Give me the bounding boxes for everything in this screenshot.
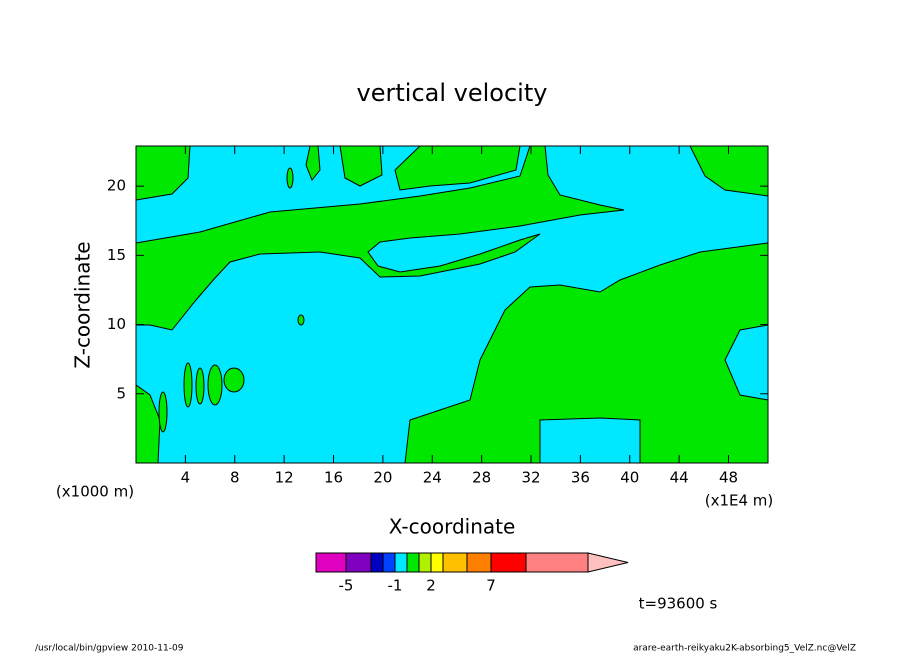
y-tick-label: 10: [107, 315, 126, 333]
time-label: t=93600 s: [639, 595, 718, 613]
colorbar-box: [315, 552, 347, 573]
contour-region: [223, 367, 245, 393]
colorbar-tick-label: -5: [339, 577, 354, 595]
x-tick-label: 28: [472, 469, 491, 487]
colorbar-tick-label: -1: [388, 577, 403, 595]
contour-region: [286, 167, 294, 189]
colorbar-box: [525, 552, 589, 573]
contour-field: [135, 145, 769, 464]
x-tick-label: 8: [230, 469, 240, 487]
colorbar-box: [466, 552, 492, 573]
region-high: [135, 145, 769, 464]
x-tick-label: 48: [719, 469, 738, 487]
contour-region: [183, 362, 193, 408]
contour-region: [158, 391, 168, 433]
x-tick-label: 16: [324, 469, 343, 487]
colorbar-box: [442, 552, 468, 573]
contour-region: [404, 242, 769, 464]
x-tick-label: 36: [571, 469, 590, 487]
x-tick-label: 4: [181, 469, 191, 487]
x-tick-label: 24: [423, 469, 442, 487]
colorbar-arrow: [587, 552, 629, 573]
contour-region: [135, 145, 625, 331]
colorbar-box: [430, 552, 444, 573]
contour-region: [394, 145, 521, 191]
contour-region: [207, 364, 223, 406]
colorbar-box: [418, 552, 432, 573]
x-tick-label: 44: [670, 469, 689, 487]
colorbar-box: [345, 552, 372, 573]
chart-title: vertical velocity: [357, 79, 548, 107]
colorbar-box: [370, 552, 384, 573]
y-axis-title: Z-coordinate: [71, 241, 95, 368]
footer-right: arare-earth-reikyaku2K-absorbing5_VelZ.n…: [633, 644, 856, 654]
colorbar-box: [394, 552, 408, 573]
contour-region: [195, 367, 205, 405]
y-tick-label: 15: [107, 246, 126, 264]
colorbar-box: [406, 552, 420, 573]
plot-frame: [135, 145, 769, 464]
colorbar-tick-label: 7: [486, 577, 496, 595]
colorbar-box: [490, 552, 527, 573]
x-unit: (x1E4 m): [705, 492, 774, 510]
x-tick-label: 40: [620, 469, 639, 487]
colorbar-box: [382, 552, 396, 573]
x-tick-label: 20: [373, 469, 392, 487]
x-tick-label: 32: [521, 469, 540, 487]
contour-region: [297, 314, 305, 326]
footer-left: /usr/local/bin/gpview 2010-11-09: [35, 644, 184, 654]
y-tick-label: 20: [107, 177, 126, 195]
y-tick-label: 5: [116, 384, 126, 402]
x-axis-title: X-coordinate: [389, 515, 516, 539]
colorbar-tick-label: 2: [426, 577, 436, 595]
y-unit: (x1000 m): [56, 483, 134, 501]
x-tick-label: 12: [275, 469, 294, 487]
